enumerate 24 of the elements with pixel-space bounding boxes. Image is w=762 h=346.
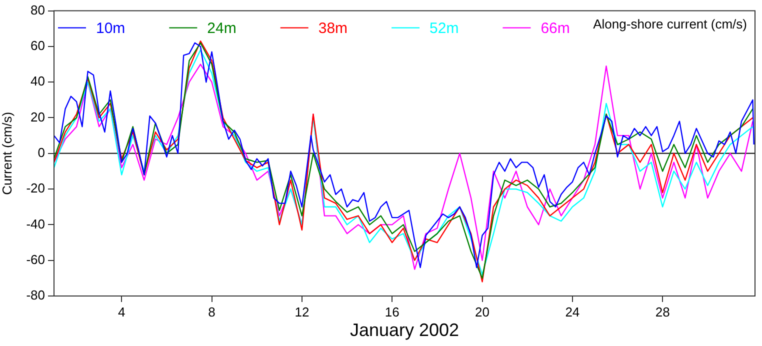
x-tick-label: 16 <box>384 304 400 320</box>
y-tick-label: -60 <box>26 252 45 267</box>
x-tick-label: 4 <box>118 304 126 320</box>
legend-label: 38m <box>318 20 348 37</box>
y-tick-label: 40 <box>30 74 45 89</box>
y-tick-label: -40 <box>26 216 45 232</box>
x-axis-title: January 2002 <box>350 320 460 340</box>
y-tick-label: -20 <box>26 180 45 196</box>
legend-label: 24m <box>207 20 236 37</box>
y-tick-label: 0 <box>38 144 45 160</box>
x-tick-label: 24 <box>565 304 580 320</box>
y-axis-title: Current (cm/s) <box>0 112 14 195</box>
x-tick-label: 28 <box>655 304 670 320</box>
x-tick-label: 20 <box>475 304 490 320</box>
x-tick-label: 12 <box>294 304 310 320</box>
y-tick-label: 80 <box>30 2 45 18</box>
y-tick-label: 60 <box>30 38 45 54</box>
legend-label: 66m <box>540 20 570 37</box>
x-tick-label: 8 <box>208 304 216 320</box>
y-tick-label: -80 <box>26 288 45 303</box>
y-tick-label: 20 <box>30 109 45 124</box>
legend-label: 10m <box>96 20 126 37</box>
legend-label: 52m <box>430 20 459 37</box>
annotation: Along-shore current (cm/s) <box>593 16 747 32</box>
